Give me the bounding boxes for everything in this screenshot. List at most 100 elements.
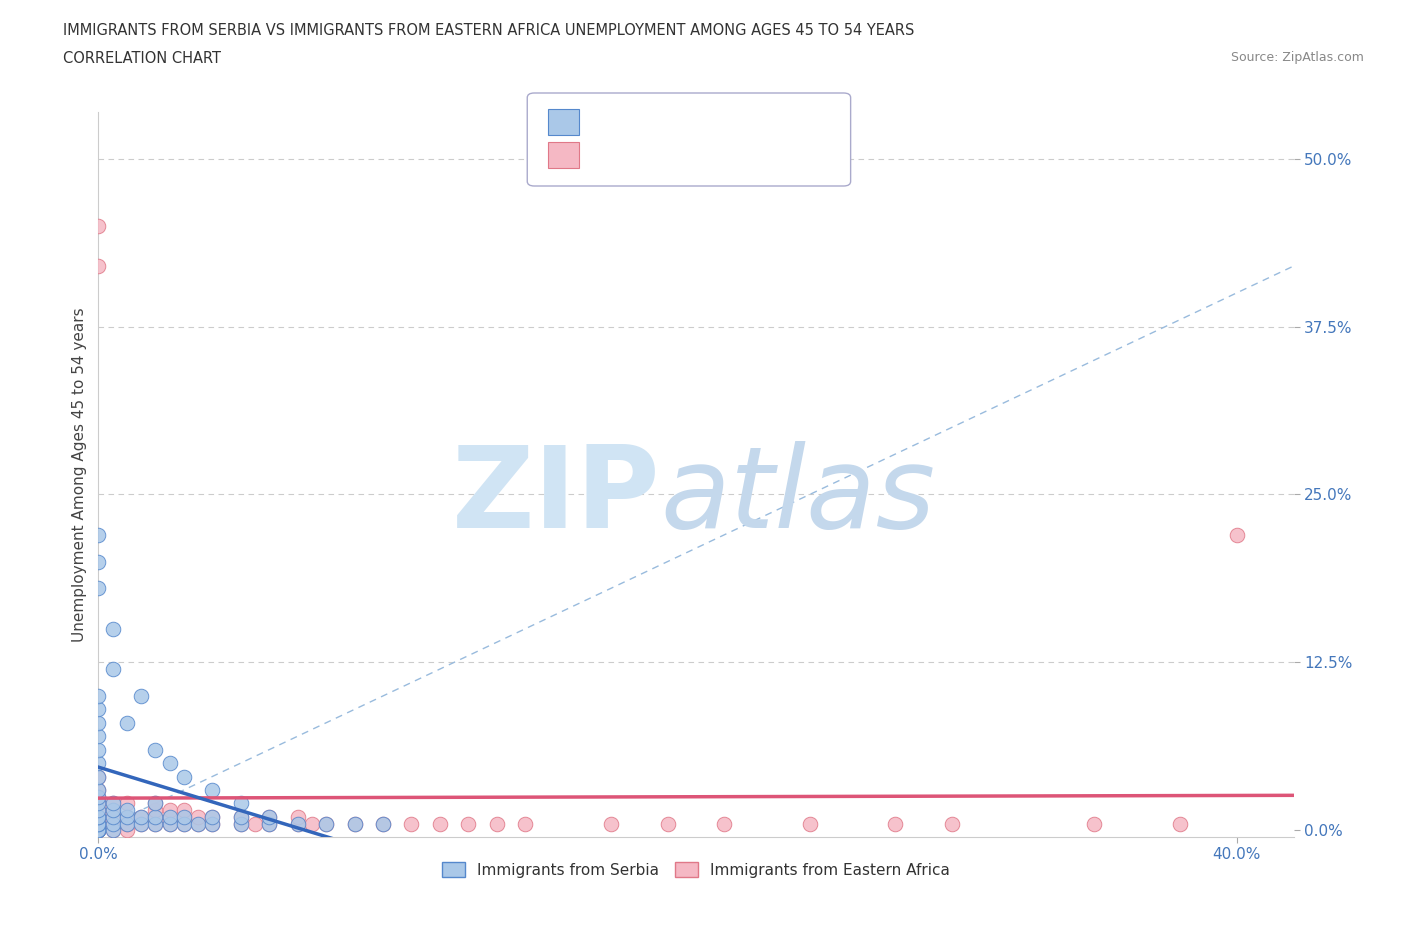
Point (101, 809, 124, 824)
Point (159, 809, 181, 824)
Point (159, 817, 181, 831)
Point (87, 742, 110, 757)
Point (159, 803, 181, 817)
Text: 0.373: 0.373 (633, 146, 686, 165)
Point (287, 817, 309, 831)
Point (257, 817, 280, 831)
Text: 0.317: 0.317 (633, 113, 685, 131)
Point (101, 661, 124, 676)
Point (87, 769, 110, 784)
Point (515, 817, 537, 831)
Point (229, 817, 252, 831)
Point (87, 729, 110, 744)
Point (87, 823, 110, 838)
Point (129, 809, 152, 824)
Point (87, 809, 110, 824)
Point (101, 817, 124, 831)
Point (87, 823, 110, 838)
Point (229, 809, 252, 824)
Point (87, 823, 110, 838)
Point (229, 809, 252, 824)
Point (599, 817, 621, 831)
Point (941, 817, 963, 831)
Point (187, 809, 209, 824)
Point (1168, 817, 1191, 831)
Point (287, 817, 309, 831)
Point (87, 782, 110, 797)
Point (485, 817, 508, 831)
Point (87, 790, 110, 804)
Point (87, 817, 110, 831)
Point (87, 823, 110, 838)
Point (87, 702, 110, 717)
Point (115, 817, 138, 831)
Point (115, 796, 138, 811)
Point (201, 817, 224, 831)
Point (173, 769, 195, 784)
Point (101, 803, 124, 817)
Point (87, 769, 110, 784)
Y-axis label: Unemployment Among Ages 45 to 54 years: Unemployment Among Ages 45 to 54 years (72, 307, 87, 642)
Point (87, 823, 110, 838)
Point (159, 756, 181, 771)
Point (257, 817, 280, 831)
Point (87, 715, 110, 730)
Point (115, 715, 138, 730)
Point (87, 756, 110, 771)
Point (657, 817, 679, 831)
Point (87, 823, 110, 838)
Point (143, 809, 166, 824)
Point (173, 817, 195, 831)
Point (87, 581, 110, 596)
Point (87, 823, 110, 838)
Point (87, 803, 110, 817)
Point (201, 809, 224, 824)
Point (87, 823, 110, 838)
Point (143, 796, 166, 811)
Point (401, 817, 423, 831)
Text: CORRELATION CHART: CORRELATION CHART (63, 51, 221, 66)
Point (229, 796, 252, 811)
Point (115, 823, 138, 838)
Text: ZIP: ZIP (451, 441, 661, 551)
Point (201, 782, 224, 797)
Text: R =: R = (593, 146, 631, 165)
Point (101, 809, 124, 824)
Point (159, 817, 181, 831)
Point (87, 688, 110, 703)
Point (87, 782, 110, 797)
Point (115, 803, 138, 817)
Text: N =: N = (695, 146, 745, 165)
Point (87, 259, 110, 273)
Point (101, 796, 124, 811)
Point (229, 817, 252, 831)
Point (884, 817, 907, 831)
Point (87, 817, 110, 831)
Point (87, 817, 110, 831)
Point (101, 823, 124, 838)
Text: Source: ZipAtlas.com: Source: ZipAtlas.com (1230, 51, 1364, 64)
Point (87, 809, 110, 824)
Point (371, 817, 394, 831)
Point (201, 817, 224, 831)
Point (87, 823, 110, 838)
Point (101, 796, 124, 811)
Point (115, 809, 138, 824)
Point (143, 817, 166, 831)
Text: atlas: atlas (661, 441, 935, 551)
Point (1226, 527, 1249, 542)
Point (713, 817, 735, 831)
Point (101, 621, 124, 636)
Point (87, 823, 110, 838)
Point (159, 809, 181, 824)
Point (429, 817, 451, 831)
Point (87, 809, 110, 824)
Point (201, 809, 224, 824)
Point (129, 809, 152, 824)
Point (315, 817, 337, 831)
Point (115, 809, 138, 824)
Point (87, 554, 110, 569)
Point (301, 817, 323, 831)
Point (343, 817, 366, 831)
Point (371, 817, 394, 831)
